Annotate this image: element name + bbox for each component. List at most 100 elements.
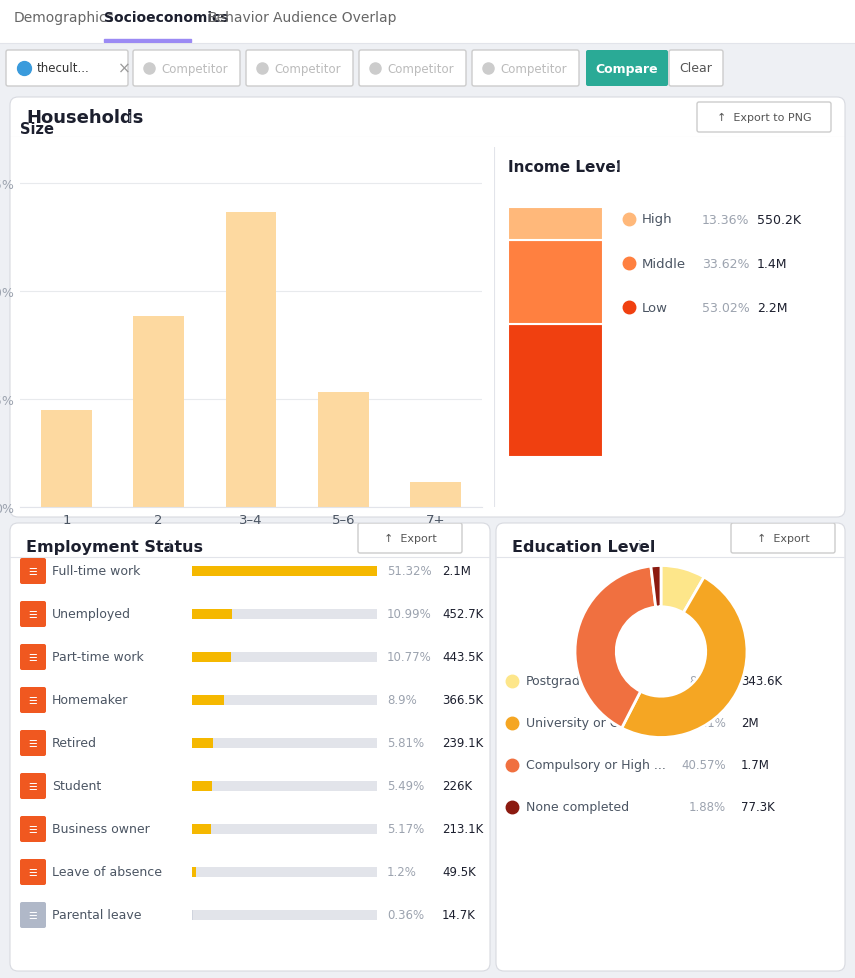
- FancyBboxPatch shape: [472, 51, 579, 87]
- Text: 10.77%: 10.77%: [387, 650, 432, 664]
- FancyBboxPatch shape: [10, 98, 845, 517]
- Text: Student: Student: [52, 779, 101, 793]
- Text: University or College: University or College: [526, 717, 657, 730]
- Bar: [508, 207, 603, 242]
- Text: Socioeconomics: Socioeconomics: [104, 11, 228, 25]
- FancyBboxPatch shape: [6, 51, 128, 87]
- Bar: [410, 482, 461, 508]
- FancyBboxPatch shape: [20, 558, 46, 585]
- Text: Business owner: Business owner: [52, 822, 150, 835]
- Text: Parental leave: Parental leave: [52, 909, 141, 921]
- Text: 0.36%: 0.36%: [387, 909, 424, 921]
- Text: 1.2%: 1.2%: [387, 866, 417, 878]
- Text: High: High: [642, 213, 673, 226]
- Bar: [104, 39, 191, 43]
- Bar: [226, 212, 276, 508]
- FancyBboxPatch shape: [20, 645, 46, 670]
- Text: Clear: Clear: [680, 63, 712, 75]
- FancyBboxPatch shape: [0, 44, 855, 94]
- Bar: [192, 781, 212, 791]
- FancyBboxPatch shape: [20, 859, 46, 885]
- Text: 40.57%: 40.57%: [681, 759, 726, 772]
- Text: 226K: 226K: [442, 779, 472, 793]
- FancyBboxPatch shape: [246, 51, 353, 87]
- Bar: [508, 242, 603, 325]
- Text: 13.36%: 13.36%: [702, 213, 750, 226]
- Text: 8.34%: 8.34%: [689, 675, 726, 688]
- Text: ☰: ☰: [28, 781, 38, 791]
- Text: Retired: Retired: [52, 736, 97, 750]
- Text: Education Level: Education Level: [512, 540, 656, 555]
- Text: 10.99%: 10.99%: [387, 608, 432, 621]
- Wedge shape: [661, 566, 704, 613]
- Text: i: i: [128, 111, 132, 124]
- Bar: [192, 738, 213, 748]
- Text: ☰: ☰: [28, 652, 38, 662]
- FancyBboxPatch shape: [20, 774, 46, 799]
- Text: Income Level: Income Level: [508, 159, 621, 175]
- FancyBboxPatch shape: [669, 51, 723, 87]
- Text: ☰: ☰: [28, 609, 38, 619]
- Text: 49.21%: 49.21%: [681, 717, 726, 730]
- Text: Low: Low: [642, 301, 668, 314]
- Bar: [192, 911, 377, 920]
- Bar: [192, 695, 377, 705]
- Bar: [192, 652, 231, 662]
- Text: Demographics: Demographics: [14, 11, 115, 25]
- FancyBboxPatch shape: [20, 902, 46, 928]
- Bar: [192, 911, 193, 920]
- Text: 77.3K: 77.3K: [741, 801, 775, 814]
- Text: ☰: ☰: [28, 738, 38, 748]
- Text: ↑  Export: ↑ Export: [757, 533, 810, 544]
- Bar: [192, 824, 210, 834]
- Text: Competitor: Competitor: [274, 63, 340, 75]
- Text: Compulsory or High ...: Compulsory or High ...: [526, 759, 666, 772]
- Wedge shape: [622, 577, 747, 737]
- Text: Behavior: Behavior: [208, 11, 270, 25]
- Text: 1.7M: 1.7M: [741, 759, 770, 772]
- Text: ☰: ☰: [28, 911, 38, 920]
- Text: Audience Overlap: Audience Overlap: [273, 11, 397, 25]
- FancyBboxPatch shape: [20, 731, 46, 756]
- Bar: [192, 566, 377, 576]
- Text: Leave of absence: Leave of absence: [52, 866, 162, 878]
- Bar: [41, 411, 91, 508]
- Text: i: i: [168, 540, 172, 553]
- Text: Competitor: Competitor: [387, 63, 454, 75]
- Text: 53.02%: 53.02%: [702, 301, 750, 314]
- Text: 1.88%: 1.88%: [689, 801, 726, 814]
- Text: None completed: None completed: [526, 801, 629, 814]
- Text: ☰: ☰: [28, 695, 38, 705]
- FancyBboxPatch shape: [20, 688, 46, 713]
- Text: Size: Size: [20, 122, 54, 137]
- Wedge shape: [575, 566, 656, 729]
- Text: 239.1K: 239.1K: [442, 736, 483, 750]
- Text: 2.1M: 2.1M: [442, 565, 471, 578]
- Bar: [508, 325, 603, 458]
- Text: Part-time work: Part-time work: [52, 650, 144, 664]
- Text: ☰: ☰: [28, 867, 38, 877]
- Text: 550.2K: 550.2K: [757, 213, 801, 226]
- Text: 2.2M: 2.2M: [757, 301, 787, 314]
- Bar: [192, 652, 377, 662]
- FancyBboxPatch shape: [0, 0, 855, 44]
- Text: thecult...: thecult...: [37, 63, 90, 75]
- Text: 213.1K: 213.1K: [442, 822, 483, 835]
- FancyBboxPatch shape: [10, 523, 490, 971]
- Text: 343.6K: 343.6K: [741, 675, 782, 688]
- Text: ☰: ☰: [28, 824, 38, 834]
- FancyBboxPatch shape: [20, 601, 46, 627]
- Bar: [192, 695, 224, 705]
- Text: 49.5K: 49.5K: [442, 866, 475, 878]
- Text: Households: Households: [26, 109, 144, 127]
- Text: i: i: [616, 159, 619, 173]
- Text: i: i: [638, 540, 641, 553]
- Text: Compare: Compare: [596, 63, 658, 75]
- FancyBboxPatch shape: [20, 817, 46, 842]
- Bar: [192, 738, 377, 748]
- Wedge shape: [651, 566, 661, 607]
- Text: 2M: 2M: [741, 717, 758, 730]
- Text: 5.17%: 5.17%: [387, 822, 424, 835]
- FancyBboxPatch shape: [697, 103, 831, 133]
- Text: Unemployed: Unemployed: [52, 608, 131, 621]
